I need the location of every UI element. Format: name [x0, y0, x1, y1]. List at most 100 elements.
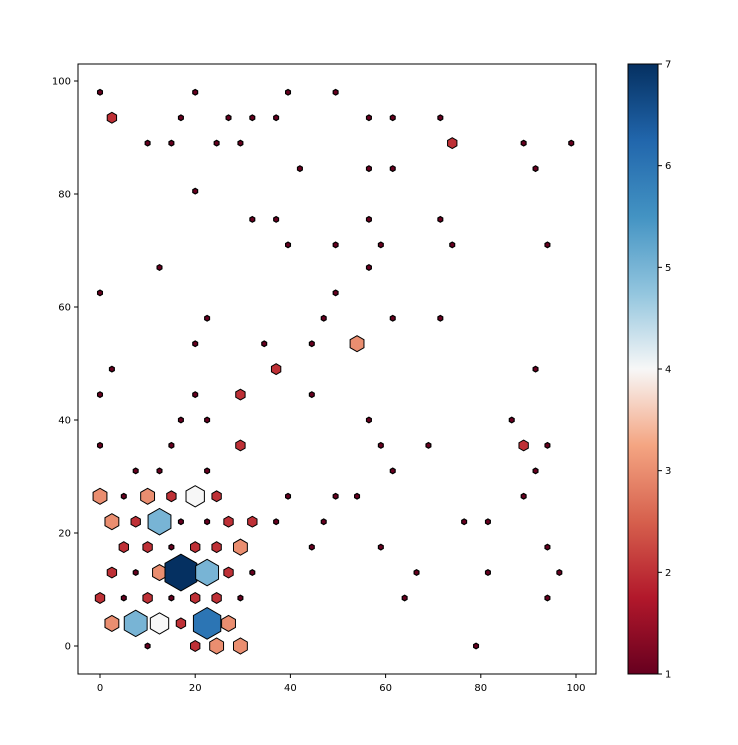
hexbin-cell — [175, 617, 187, 630]
hexbin-cell — [140, 487, 156, 505]
hexbin-cell — [308, 543, 315, 551]
colorbar-tick-label: 4 — [665, 365, 671, 376]
colorbar — [627, 63, 659, 675]
hexbin-cell — [484, 569, 491, 577]
hexbin-cell — [223, 515, 234, 528]
hexbin-cell — [296, 165, 303, 173]
hexbin-cell — [249, 215, 256, 223]
hexbin-cell — [92, 487, 108, 505]
hexbin-cell — [204, 518, 211, 526]
hexbin-cell — [320, 314, 327, 322]
hexbin-cell — [156, 263, 163, 271]
x-tick-label: 60 — [379, 683, 392, 694]
hexbin-cell — [166, 490, 177, 503]
hexbin-cell — [437, 114, 444, 122]
hexbin-cell — [389, 467, 396, 475]
hexbin-cell — [484, 518, 491, 526]
hexbin-cell — [365, 263, 372, 271]
hexbin-cell — [247, 515, 258, 528]
hexbin-cell — [365, 416, 372, 424]
hexbin-cell — [389, 114, 396, 122]
hexbin-cell — [190, 541, 201, 554]
hexbin-cell — [130, 515, 141, 528]
hexbin-cell — [377, 441, 384, 449]
hexbin-cell — [223, 566, 234, 579]
hexbin-cell — [332, 241, 339, 249]
colorbar-tick-label: 5 — [665, 263, 671, 274]
y-tick-label: 0 — [65, 642, 71, 653]
hexbin-cell — [377, 241, 384, 249]
hexbin-cell — [168, 594, 175, 602]
hexbin-cell — [108, 365, 115, 373]
hexbin-cell — [96, 289, 104, 297]
hexbin-cell — [249, 114, 256, 122]
colorbar-tick-label: 1 — [665, 670, 671, 681]
hexbin-cell — [225, 114, 232, 122]
hexbin-cell — [185, 485, 205, 508]
hexbin-cell — [156, 467, 163, 475]
hexbin-cell — [425, 441, 432, 449]
hexbin-cell — [308, 391, 315, 399]
hexbin-cell — [237, 139, 244, 147]
hexbin-cell — [401, 594, 408, 602]
hexbin-cell — [520, 492, 527, 500]
colorbar-axis: 1 2 3 4 5 6 7 — [658, 60, 671, 681]
hexbin-cell — [389, 314, 396, 322]
hexbin-cell — [273, 215, 280, 223]
hexbin-cell — [354, 492, 361, 500]
hexbin-cell — [261, 340, 268, 348]
hexbin-cell — [96, 391, 104, 399]
hexbin-cell — [192, 340, 199, 348]
hexbin-cell — [285, 88, 292, 96]
hexbin-cell — [168, 543, 175, 551]
hexbin-cell — [532, 165, 539, 173]
hexbin-cell — [142, 592, 153, 604]
hexbin-cell — [120, 594, 127, 602]
hexbin-cell — [204, 467, 211, 475]
hexbin-cell — [177, 416, 184, 424]
hexbin-cell — [389, 165, 396, 173]
hexbin-cell — [192, 391, 199, 399]
hexbin-cell — [365, 114, 372, 122]
hexbin-cell — [168, 139, 175, 147]
hexbin-cell — [94, 592, 106, 604]
hexbin-cell — [221, 614, 236, 632]
hexbin-cell — [473, 642, 480, 650]
hexbin-cell — [144, 139, 151, 147]
hexbin-cell — [192, 88, 199, 96]
hexbin-cell — [209, 637, 225, 655]
hexbin-cell — [168, 441, 175, 449]
hexbin-cell — [544, 594, 551, 602]
x-tick-label: 20 — [189, 683, 202, 694]
hexbin-cell — [147, 507, 172, 536]
hexbin-cell — [544, 441, 551, 449]
hexbin-cell — [332, 88, 339, 96]
hexbin-cell — [332, 492, 339, 500]
hexbin-cell — [285, 492, 292, 500]
hexbin-cell — [556, 569, 563, 577]
hexbin-cell — [365, 215, 372, 223]
y-tick-label: 80 — [58, 190, 71, 201]
plot-frame — [77, 63, 597, 675]
hexbin-cell — [132, 467, 139, 475]
hexbin-cell — [437, 215, 444, 223]
hexbin-cell — [142, 541, 153, 554]
y-tick-label: 100 — [52, 77, 71, 88]
hexbin-cell — [437, 314, 444, 322]
hexbin-cell — [204, 314, 211, 322]
hexbin-cell — [211, 592, 222, 604]
hexbin-cell — [190, 592, 201, 604]
colorbar-tick-label: 6 — [665, 161, 671, 172]
hexbin-cell — [235, 388, 246, 401]
hexbin-cell — [96, 88, 104, 96]
hexbin-cell — [192, 187, 199, 195]
hexbin-cell — [149, 612, 170, 635]
hexbin-cell — [211, 541, 222, 554]
hexbin-cell — [177, 114, 184, 122]
x-tick-label: 0 — [97, 683, 103, 694]
y-tick-label: 40 — [58, 416, 71, 427]
hexbin-cell — [106, 566, 118, 579]
hexbin-cell — [449, 241, 456, 249]
colorbar-tick-label: 2 — [665, 568, 671, 579]
colorbar-tick-label: 3 — [665, 466, 671, 477]
